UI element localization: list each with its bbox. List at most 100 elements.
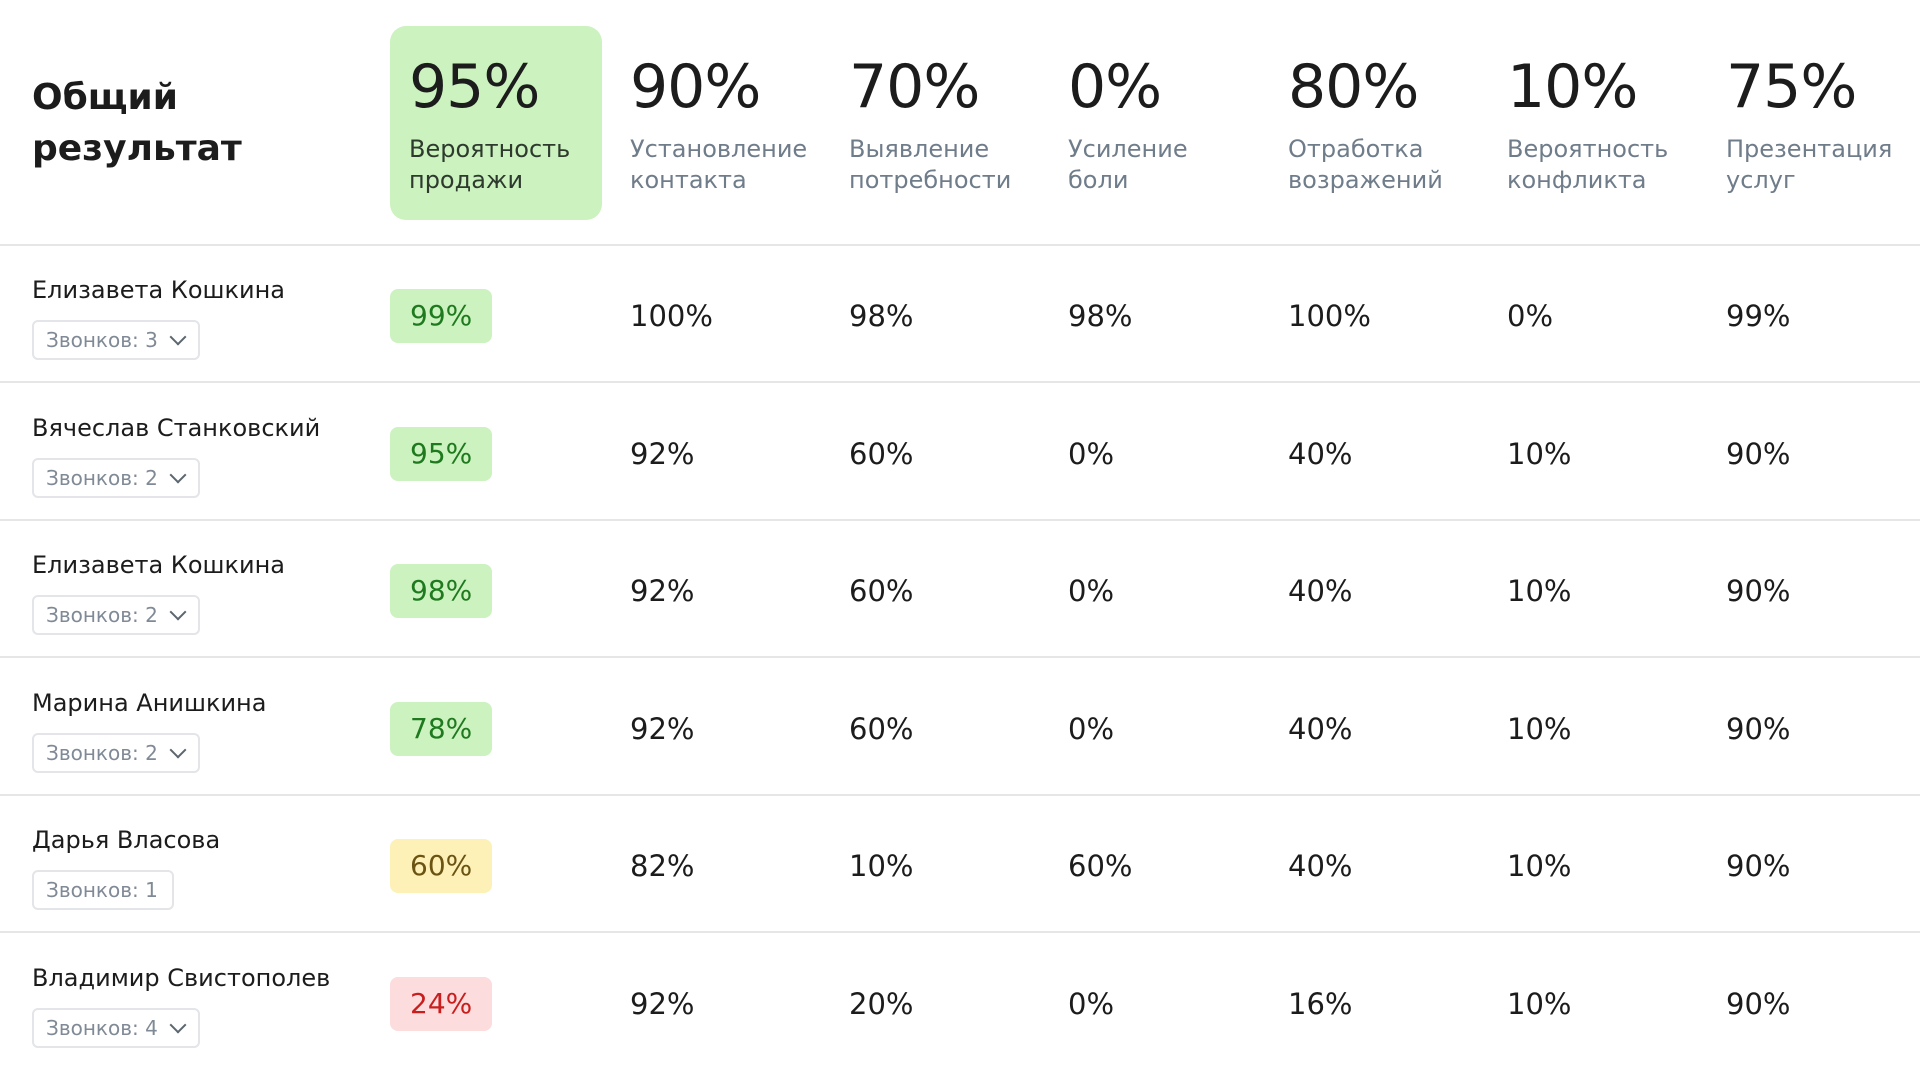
header-label-line2: возражений — [1288, 166, 1443, 194]
overall-title-line2: результат — [32, 128, 242, 169]
header-label-line2: конфликта — [1507, 166, 1647, 194]
header-label-line2: услуг — [1726, 166, 1796, 194]
table-row: Елизавета Кошкина Звонков: 2 98% 92% 60%… — [0, 521, 1920, 658]
conflict-value: 10% — [1507, 574, 1572, 608]
contact-value: 82% — [630, 849, 695, 883]
presentation-value: 90% — [1726, 574, 1791, 608]
presentation-value: 90% — [1726, 849, 1791, 883]
calls-count: Звонков: 3 — [46, 328, 158, 352]
presentation-value: 99% — [1726, 299, 1791, 333]
header-value: 80% — [1288, 52, 1419, 122]
pain-value: 0% — [1068, 712, 1115, 746]
presentation-value: 90% — [1726, 437, 1791, 471]
header-label: Вероятность конфликта — [1507, 134, 1747, 196]
contact-value: 92% — [630, 437, 695, 471]
contact-value: 92% — [630, 987, 695, 1021]
sale-probability-badge: 99% — [390, 289, 493, 343]
overall-title-line1: Общий — [32, 77, 178, 118]
calls-count-box[interactable]: Звонков: 1 — [32, 870, 174, 910]
header-needs-identification: 70% Выявление потребности — [849, 26, 1061, 220]
header-label: Установление контакта — [630, 134, 870, 196]
table-header: Общий результат 95% Вероятность продажи … — [0, 0, 1920, 246]
header-objection-handling: 80% Отработка возражений — [1288, 26, 1500, 220]
calls-dropdown[interactable]: Звонков: 2 — [32, 733, 200, 773]
conflict-value: 10% — [1507, 849, 1572, 883]
pain-value: 0% — [1068, 987, 1115, 1021]
header-label-line1: Презентация — [1726, 135, 1893, 163]
employee-name: Марина Анишкина — [32, 689, 267, 717]
calls-count: Звонков: 2 — [46, 466, 158, 490]
needs-value: 60% — [849, 712, 914, 746]
sale-probability-badge: 60% — [390, 839, 493, 893]
table-row: Марина Анишкина Звонков: 2 78% 92% 60% 0… — [0, 659, 1920, 796]
header-label-line2: продажи — [409, 166, 524, 194]
contact-value: 100% — [630, 299, 713, 333]
employee-name: Владимир Свистополев — [32, 964, 331, 992]
pain-value: 0% — [1068, 574, 1115, 608]
header-label-line2: контакта — [630, 166, 747, 194]
header-label-line1: Вероятность — [409, 135, 571, 163]
header-label: Отработка возражений — [1288, 134, 1528, 196]
needs-value: 20% — [849, 987, 914, 1021]
needs-value: 10% — [849, 849, 914, 883]
chevron-down-icon — [169, 741, 187, 759]
needs-value: 60% — [849, 437, 914, 471]
pain-value: 98% — [1068, 299, 1133, 333]
header-label: Презентация услуг — [1726, 134, 1920, 196]
contact-value: 92% — [630, 574, 695, 608]
calls-count: Звонков: 2 — [46, 741, 158, 765]
objections-value: 40% — [1288, 849, 1353, 883]
header-label: Выявление потребности — [849, 134, 1089, 196]
calls-dropdown[interactable]: Звонков: 4 — [32, 1008, 200, 1048]
conflict-value: 10% — [1507, 987, 1572, 1021]
employee-name: Елизавета Кошкина — [32, 551, 285, 579]
header-value: 90% — [630, 52, 761, 122]
table-row: Дарья Власова Звонков: 1 60% 82% 10% 60%… — [0, 796, 1920, 933]
chevron-down-icon — [169, 328, 187, 346]
calls-dropdown[interactable]: Звонков: 2 — [32, 458, 200, 498]
needs-value: 60% — [849, 574, 914, 608]
header-pain-amplification: 0% Усиление боли — [1068, 26, 1280, 220]
header-value: 10% — [1507, 52, 1638, 122]
presentation-value: 90% — [1726, 987, 1791, 1021]
calls-dropdown[interactable]: Звонков: 3 — [32, 320, 200, 360]
header-label-line1: Отработка — [1288, 135, 1424, 163]
objections-value: 40% — [1288, 712, 1353, 746]
needs-value: 98% — [849, 299, 914, 333]
calls-dropdown[interactable]: Звонков: 2 — [32, 595, 200, 635]
presentation-value: 90% — [1726, 712, 1791, 746]
sale-probability-badge: 78% — [390, 702, 493, 756]
sale-probability-badge: 95% — [390, 427, 493, 481]
header-label-line2: потребности — [849, 166, 1012, 194]
conflict-value: 10% — [1507, 437, 1572, 471]
header-contact-establishment: 90% Установление контакта — [630, 26, 842, 220]
calls-count: Звонков: 2 — [46, 603, 158, 627]
header-value: 75% — [1726, 52, 1857, 122]
contact-value: 92% — [630, 712, 695, 746]
pain-value: 0% — [1068, 437, 1115, 471]
calls-count: Звонков: 4 — [46, 1016, 158, 1040]
objections-value: 100% — [1288, 299, 1371, 333]
pain-value: 60% — [1068, 849, 1133, 883]
chevron-down-icon — [169, 1016, 187, 1034]
header-label-line1: Установление — [630, 135, 808, 163]
overall-result-title: Общий результат — [32, 72, 372, 174]
header-label-line1: Выявление — [849, 135, 990, 163]
header-conflict-probability: 10% Вероятность конфликта — [1507, 26, 1719, 220]
table-row: Владимир Свистополев Звонков: 4 24% 92% … — [0, 934, 1920, 1071]
calls-count: Звонков: 1 — [46, 878, 158, 902]
objections-value: 40% — [1288, 574, 1353, 608]
header-label: Вероятность продажи — [409, 134, 649, 196]
sale-probability-badge: 98% — [390, 564, 493, 618]
employee-name: Вячеслав Станковский — [32, 414, 321, 442]
sale-probability-badge: 24% — [390, 977, 493, 1031]
conflict-value: 0% — [1507, 299, 1554, 333]
header-value: 70% — [849, 52, 980, 122]
table-row: Елизавета Кошкина Звонков: 3 99% 100% 98… — [0, 246, 1920, 383]
objections-value: 16% — [1288, 987, 1353, 1021]
header-value: 0% — [1068, 52, 1162, 122]
objections-value: 40% — [1288, 437, 1353, 471]
employee-name: Дарья Власова — [32, 826, 221, 854]
employee-name: Елизавета Кошкина — [32, 276, 285, 304]
